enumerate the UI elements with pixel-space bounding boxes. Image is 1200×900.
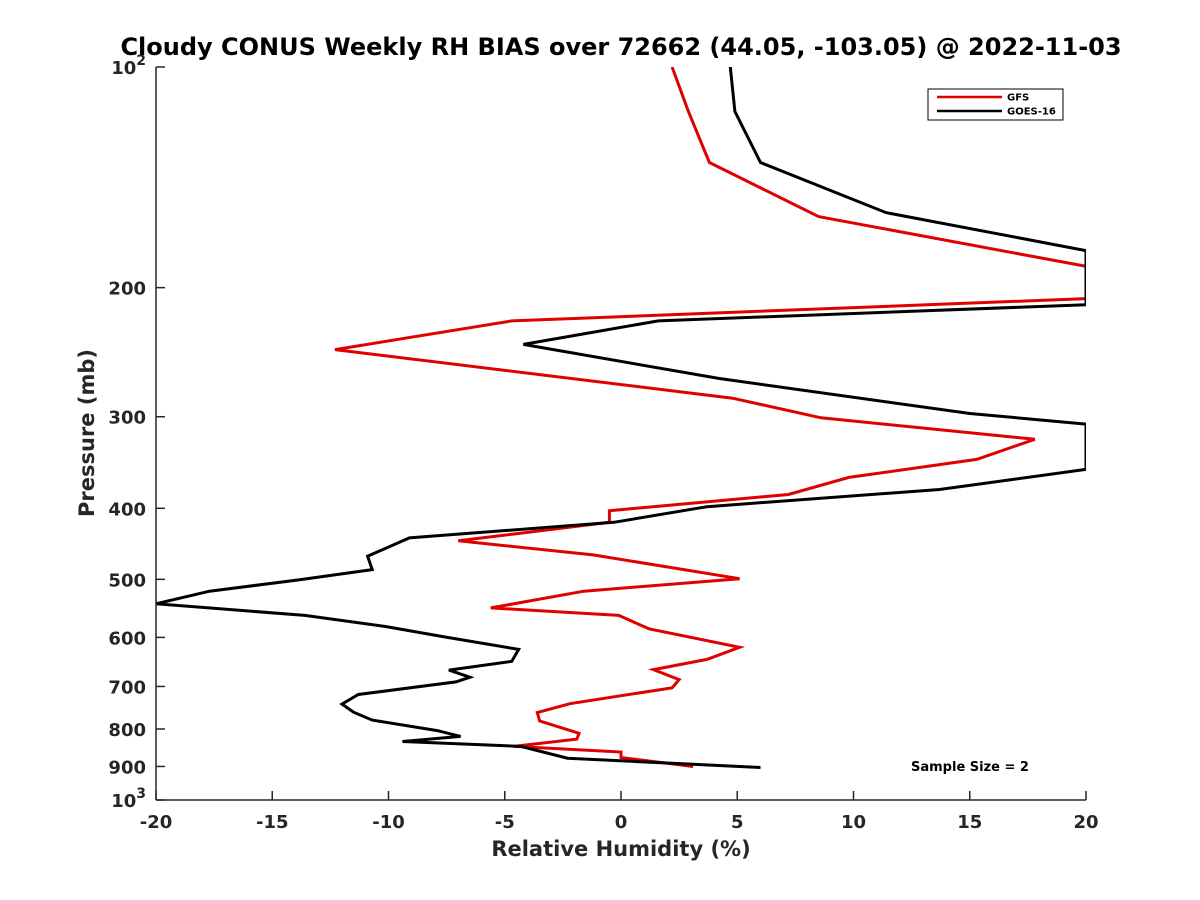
series-layer bbox=[156, 67, 1086, 769]
y-tick-label: 103 bbox=[111, 786, 146, 812]
y-tick-label: 300 bbox=[108, 408, 146, 429]
plot-area bbox=[156, 67, 1086, 800]
legend: GFS GOES-16 bbox=[927, 88, 1064, 121]
y-axis-label: Pressure (mb) bbox=[75, 349, 99, 517]
x-tick-label: 10 bbox=[841, 812, 866, 833]
x-tick-label: 20 bbox=[1073, 812, 1098, 833]
y-tick-label: 900 bbox=[108, 757, 146, 778]
series-line-goes16 bbox=[156, 67, 1086, 769]
x-tick-label: -10 bbox=[372, 812, 405, 833]
y-tick-label: 102 bbox=[111, 53, 146, 79]
sample-size-annotation: Sample Size = 2 bbox=[911, 760, 1029, 775]
y-tick-label: 200 bbox=[108, 279, 146, 300]
y-tick-label: 400 bbox=[108, 499, 146, 520]
x-tick-label: -15 bbox=[256, 812, 289, 833]
x-tick-label: -5 bbox=[495, 812, 515, 833]
y-tick-label: 600 bbox=[108, 628, 146, 649]
series-line-gfs bbox=[334, 67, 1086, 768]
x-tick-label: -20 bbox=[140, 812, 173, 833]
chart-title: Cloudy CONUS Weekly RH BIAS over 72662 (… bbox=[120, 33, 1121, 61]
x-tick-label: 5 bbox=[731, 812, 744, 833]
x-axis-label: Relative Humidity (%) bbox=[491, 837, 750, 861]
x-tick-label: 0 bbox=[615, 812, 628, 833]
y-tick-label: 700 bbox=[108, 677, 146, 698]
legend-label-goes16: GOES-16 bbox=[1007, 107, 1056, 118]
y-tick-label: 800 bbox=[108, 720, 146, 741]
legend-label-gfs: GFS bbox=[1007, 93, 1029, 104]
x-tick-label: 15 bbox=[957, 812, 982, 833]
axes-layer: -20 -15 -10 -5 0 5 10 15 20 102 200 300 400 500 600 700… bbox=[108, 53, 1098, 833]
y-tick-label: 500 bbox=[108, 570, 146, 591]
legend-box bbox=[927, 88, 1064, 121]
